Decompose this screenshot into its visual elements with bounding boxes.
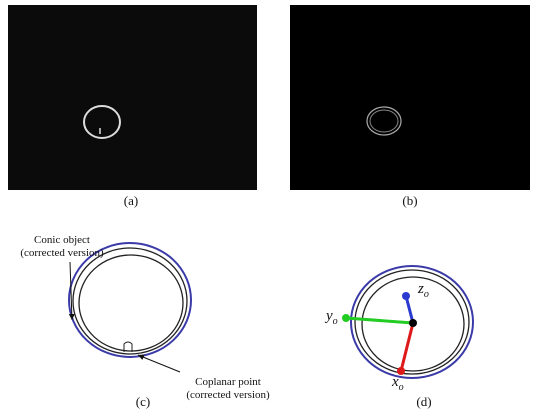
caption: (a) [124, 193, 138, 208]
y-axis [346, 318, 413, 323]
annotation: (corrected version) [186, 389, 270, 401]
conic-outer [69, 243, 191, 357]
image-b [290, 5, 530, 190]
z-axis [406, 296, 413, 323]
axis-label: yo [324, 308, 338, 327]
image-a [8, 5, 257, 190]
caption: (c) [136, 394, 150, 409]
annotation: Coplanar point [195, 376, 261, 388]
caption: (b) [402, 193, 417, 208]
annotation: Conic object [34, 234, 90, 246]
panel-c: Conic object (corrected version) Coplana… [20, 234, 270, 409]
panel-d: zo yo xo (d) [324, 266, 473, 409]
axis-label: zo [417, 281, 429, 300]
panel-b: (b) [290, 5, 530, 208]
annotation: (corrected version) [20, 247, 104, 259]
panel-a: (a) [8, 5, 257, 208]
x-axis [401, 323, 413, 371]
caption: (d) [416, 394, 431, 409]
figure: (a) (b) Conic object (corrected version)… [0, 0, 535, 412]
